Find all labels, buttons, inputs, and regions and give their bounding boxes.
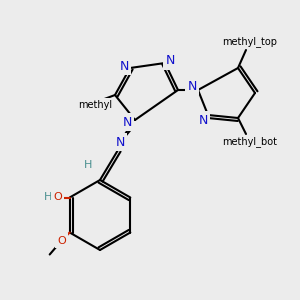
Text: N: N <box>165 55 175 68</box>
Text: methyl_top: methyl_top <box>223 37 278 47</box>
Text: N: N <box>115 136 125 148</box>
Text: N: N <box>187 80 197 92</box>
Text: methyl: methyl <box>78 100 112 110</box>
Text: N: N <box>119 59 129 73</box>
Text: methyl_bot: methyl_bot <box>223 136 278 148</box>
Text: O: O <box>53 193 62 202</box>
Text: N: N <box>198 113 208 127</box>
Text: H: H <box>84 160 92 170</box>
Text: O: O <box>57 236 66 245</box>
Text: N: N <box>122 116 132 128</box>
Text: H: H <box>44 193 52 202</box>
